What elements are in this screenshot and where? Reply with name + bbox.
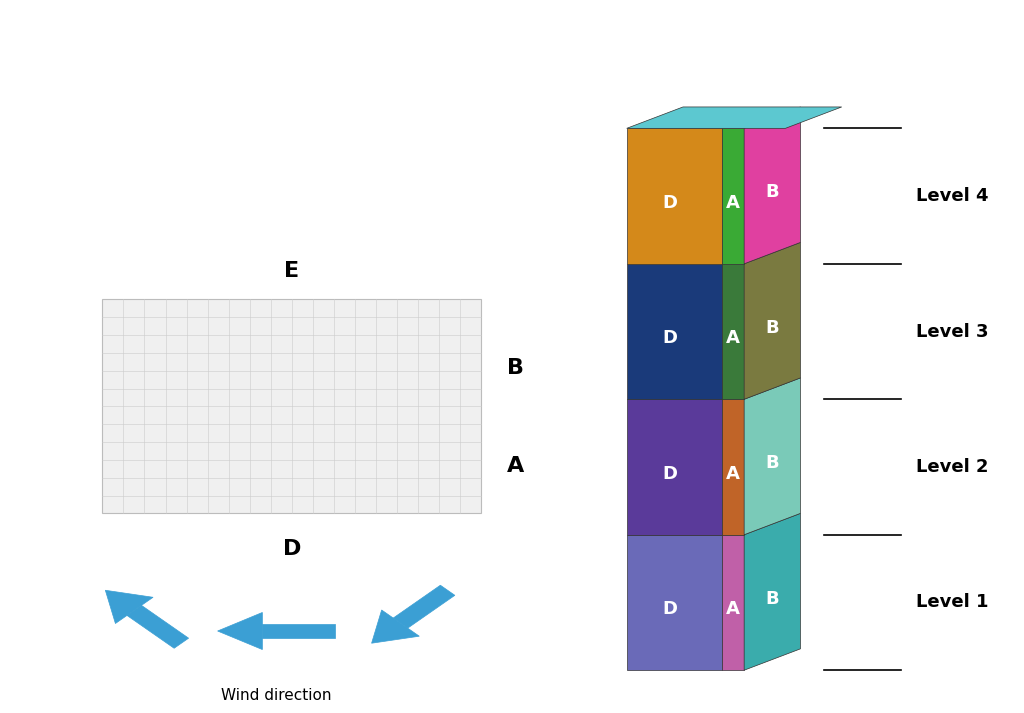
Polygon shape — [627, 399, 722, 535]
Text: Level 1: Level 1 — [916, 593, 989, 612]
Text: B: B — [766, 454, 779, 472]
Text: A: A — [726, 329, 740, 347]
Polygon shape — [744, 513, 801, 670]
Text: Wind direction: Wind direction — [221, 687, 332, 703]
Polygon shape — [393, 585, 455, 628]
Polygon shape — [722, 399, 744, 535]
Polygon shape — [218, 612, 262, 650]
Polygon shape — [722, 128, 744, 264]
Polygon shape — [105, 590, 153, 623]
Text: B: B — [766, 183, 779, 201]
Text: A: A — [726, 465, 740, 483]
Polygon shape — [627, 107, 842, 128]
Text: D: D — [663, 600, 677, 618]
Text: A: A — [726, 600, 740, 618]
Polygon shape — [627, 264, 722, 399]
Polygon shape — [627, 128, 722, 264]
Text: Level 4: Level 4 — [916, 187, 989, 205]
Text: B: B — [766, 319, 779, 337]
Text: E: E — [285, 261, 299, 281]
Text: D: D — [663, 465, 677, 483]
Polygon shape — [722, 264, 744, 399]
Text: Level 2: Level 2 — [916, 458, 989, 476]
Polygon shape — [744, 378, 801, 535]
Polygon shape — [627, 535, 722, 670]
Text: Level 3: Level 3 — [916, 322, 989, 341]
Text: B: B — [766, 590, 779, 607]
Text: B: B — [507, 358, 524, 378]
Polygon shape — [744, 242, 801, 399]
Text: D: D — [663, 329, 677, 347]
Polygon shape — [127, 605, 188, 648]
Polygon shape — [744, 107, 801, 264]
Text: A: A — [507, 456, 524, 476]
Polygon shape — [722, 535, 744, 670]
Polygon shape — [372, 610, 419, 643]
Text: A: A — [726, 194, 740, 212]
Text: D: D — [283, 539, 301, 559]
Polygon shape — [262, 624, 336, 638]
Text: D: D — [663, 194, 677, 212]
FancyBboxPatch shape — [102, 299, 481, 513]
